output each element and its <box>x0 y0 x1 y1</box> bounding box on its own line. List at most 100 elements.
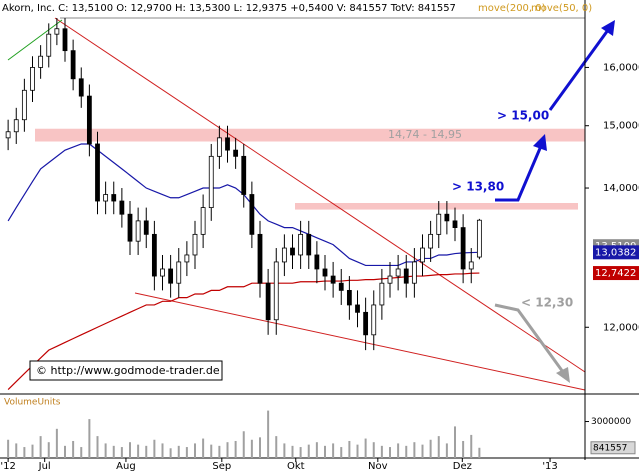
x-tick-label: '13 <box>542 461 557 472</box>
candle-body <box>119 200 125 215</box>
candle-body <box>314 254 320 270</box>
volume-bar <box>421 444 424 458</box>
candle-body <box>192 233 198 256</box>
volume-bar <box>291 445 294 458</box>
volume-bar <box>259 437 261 458</box>
x-tick-label: Okt <box>287 461 305 472</box>
y-tick-label: 16,0000 <box>603 62 639 73</box>
volume-bar <box>145 445 148 458</box>
x-tick-label: Dez <box>453 461 472 472</box>
volume-bar <box>380 445 383 458</box>
volume-bar <box>372 442 375 458</box>
candle-body <box>208 155 214 208</box>
volume-bar <box>210 444 213 458</box>
candle-body <box>330 275 336 284</box>
candle-body <box>225 137 230 151</box>
candle-body <box>395 268 401 277</box>
volume-bar <box>340 447 343 458</box>
chart-title: Akorn, Inc. C: 13,5100 O: 12,9700 H: 13,… <box>2 3 456 14</box>
last-volume-label: 841557 <box>593 443 627 453</box>
volume-bar <box>153 439 156 458</box>
volume-bar <box>104 443 107 458</box>
candle-body <box>5 131 11 139</box>
candle-body <box>160 268 165 277</box>
volume-bar <box>88 419 91 458</box>
arrow-head <box>556 367 570 383</box>
copyright-box <box>29 360 223 381</box>
plot <box>5 18 482 391</box>
annotation: > 13,80 <box>452 180 504 194</box>
arrow <box>494 303 565 373</box>
volume-bar <box>129 442 131 458</box>
arrow-head <box>601 20 615 36</box>
candle-body <box>452 220 458 228</box>
candle-body <box>298 233 304 256</box>
candle-body <box>265 282 271 321</box>
volume-label: VolumeUnits <box>4 398 61 408</box>
volume-bar <box>7 439 10 458</box>
candle-body <box>233 149 239 157</box>
y-tick-label: 14,0000 <box>603 183 639 194</box>
candle-body <box>306 233 312 256</box>
candle-body <box>460 227 466 270</box>
last-value-label: 12,7422 <box>595 268 636 279</box>
candle-body <box>355 304 360 313</box>
volume-bar <box>332 443 335 458</box>
candle-body <box>216 137 222 157</box>
candle-body <box>338 282 344 291</box>
candle-body <box>346 289 352 306</box>
volume-bar <box>185 447 188 458</box>
arrow-head <box>533 134 547 151</box>
last-value-label: 13,0382 <box>595 247 636 258</box>
candle-body <box>54 28 60 35</box>
volume-bar <box>470 434 473 458</box>
candle-body <box>200 207 206 235</box>
annotation: < 12,30 <box>521 296 573 310</box>
candle-body <box>249 194 255 235</box>
candle-body <box>127 213 133 242</box>
candle-body <box>135 220 141 242</box>
copyright: © http://www.godmode-trader.de <box>36 364 220 377</box>
y-tick-label: 12,0000 <box>603 322 639 333</box>
zone-label: 14,74 - 14,95 <box>388 128 462 141</box>
trend-line <box>134 292 586 391</box>
volume-bar <box>356 444 359 458</box>
volume-bar <box>454 426 456 458</box>
zones: 14,74 - 14,95 <box>35 128 585 210</box>
y-tick-label: 15,0000 <box>603 121 639 132</box>
volume-bar <box>389 447 391 458</box>
volume-bar <box>315 442 318 458</box>
annotation: > 15,00 <box>497 109 549 123</box>
candle-body <box>62 28 68 52</box>
volume-tick-label: 3000000 <box>591 417 631 427</box>
volume-bar <box>275 436 278 458</box>
volume-bar <box>218 445 221 458</box>
candle-body <box>273 261 279 321</box>
trend-line <box>7 19 63 61</box>
volume-bar <box>429 439 432 458</box>
candle-body <box>143 220 149 235</box>
volume-bar <box>307 444 310 458</box>
volume-bar <box>15 443 18 458</box>
volume-bar <box>234 440 237 458</box>
moving-average <box>7 272 480 391</box>
volume-bar <box>39 436 42 458</box>
candle-body <box>70 50 76 80</box>
volume-bar <box>23 447 26 458</box>
volume-bar <box>64 445 66 458</box>
candle-body <box>95 143 100 202</box>
legend-entry: move(200, 0) <box>478 3 546 14</box>
volume-bar <box>364 438 367 458</box>
volume-bar <box>242 431 245 458</box>
candle-body <box>379 282 385 306</box>
volume-bar <box>324 445 326 458</box>
volume-bar <box>137 444 140 458</box>
volume-bar <box>47 442 50 458</box>
candle-body <box>21 89 27 121</box>
candle-body <box>257 233 263 284</box>
candle-body <box>411 261 417 284</box>
volume-bar <box>405 445 408 458</box>
candle-body <box>468 261 474 270</box>
volume-bar <box>120 447 123 458</box>
